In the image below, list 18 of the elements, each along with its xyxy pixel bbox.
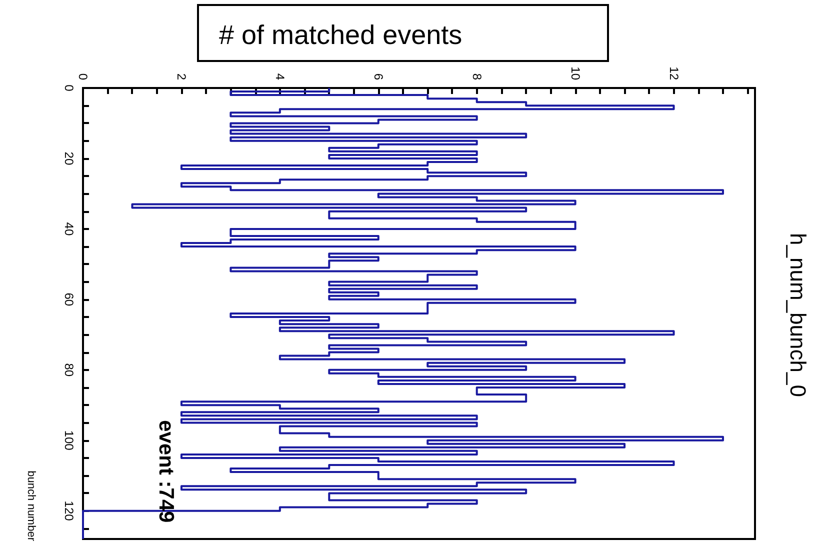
x-tick-label: 2 <box>174 73 188 80</box>
y-tick-label: 0 <box>62 84 76 92</box>
x-axis-title: # of matched events <box>197 4 609 62</box>
y-tick-label: 120 <box>62 500 76 522</box>
x-tick-label: 4 <box>272 73 287 80</box>
x-tick-label: 8 <box>470 73 484 80</box>
x-tick-label: 0 <box>76 73 90 80</box>
annotation: event :749 <box>154 420 178 523</box>
y-tick-label: 20 <box>62 152 76 166</box>
y-tick-label: 80 <box>62 363 76 377</box>
y-tick-label: 40 <box>62 222 76 236</box>
y-tick-label: 60 <box>62 292 76 306</box>
y-tick-label: 100 <box>62 430 76 451</box>
text: h_num_bunch_0 <box>786 233 810 397</box>
x-tick-label: 10 <box>568 66 582 80</box>
x-tick-label: 12 <box>666 66 681 80</box>
y-axis-title: bunch number <box>25 470 37 542</box>
x-tick-label: 6 <box>371 73 386 80</box>
